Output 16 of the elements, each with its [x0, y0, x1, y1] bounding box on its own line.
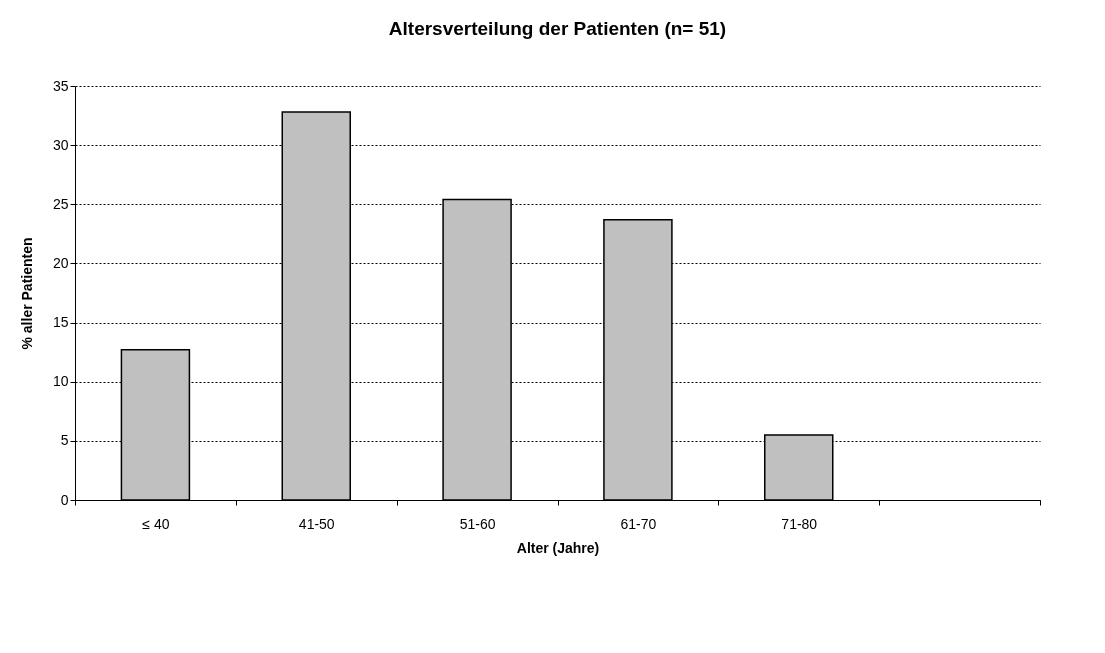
x-tick-label: ≤ 40	[142, 515, 170, 532]
y-axis-title: % aller Patienten	[18, 237, 35, 350]
y-tick-label: 10	[52, 373, 69, 390]
x-axis-title: Alter (Jahre)	[516, 539, 600, 556]
y-tick-label: 30	[52, 136, 69, 153]
y-tick-label: 35	[52, 77, 69, 94]
y-tick-label: 20	[52, 254, 69, 271]
y-tick-label: 5	[60, 432, 69, 449]
y-tick-label: 15	[52, 314, 69, 331]
y-tick-label: 0	[60, 491, 69, 508]
chart-title: Altersverteilung der Patienten (n= 51)	[388, 18, 727, 39]
x-tick-label: 71-80	[781, 515, 818, 532]
y-tick-label: 25	[52, 195, 69, 212]
x-tick-label: 41-50	[298, 515, 335, 532]
x-tick-label: 61-70	[620, 515, 657, 532]
x-tick-label: 51-60	[459, 515, 496, 532]
